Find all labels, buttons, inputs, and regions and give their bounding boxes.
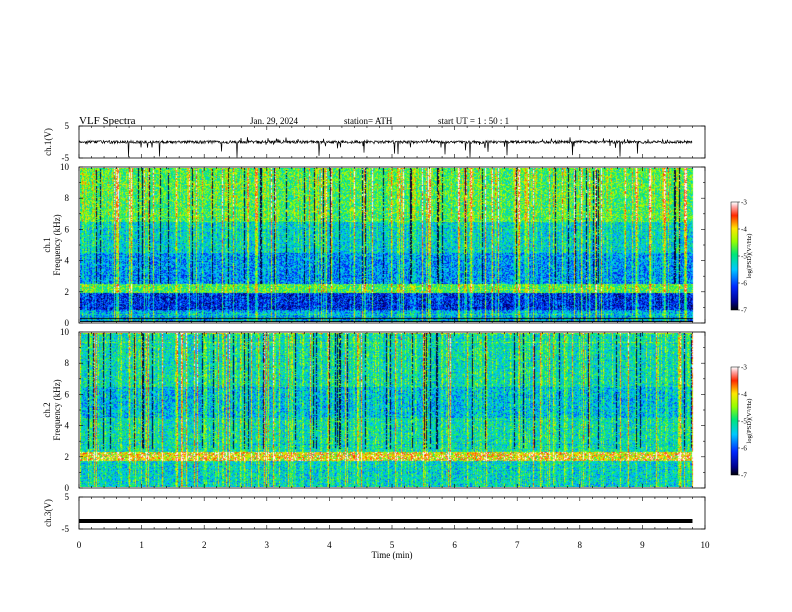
ch3-waveform-ytick-label: -5 [62,524,70,534]
x-tick-label: 8 [578,540,583,550]
ch2-spectrogram-ytick-label: 4 [65,421,70,431]
colorbar-tick-label: -5 [741,253,747,261]
ch2-spectrogram-canvas [80,333,704,487]
ch3-waveform-ytick-label: 5 [65,492,70,502]
figure-date: Jan. 29, 2024 [250,116,298,126]
ch1-waveform-ytick-label: 5 [65,121,70,131]
ch1-spectrogram-ytick-label: 0 [65,318,70,328]
ch1-waveform-ylabel: ch.1(V) [43,128,53,156]
panel-ch3-waveform: 5 -5 ch.3(V) [43,492,706,534]
colorbar-axis-ch1: -3 -4 -5 -6 -7 log(PSD)(V²/Hz) [730,199,753,315]
ch1-spectrogram-ytick-label: 4 [65,256,70,266]
ch2-spectrogram-ytick-label: 6 [65,389,70,399]
colorbar-tick-label: -5 [741,418,747,426]
ch1-spectrogram-ytick-label: 6 [65,224,70,234]
ch2-spectrogram-channel-label: ch.2 [42,402,52,417]
ch2-spectrogram-ytick-label: 10 [60,327,70,337]
ch2-spectrogram-ytick-label: 2 [65,452,70,462]
x-axis: 0 1 2 3 4 5 6 7 8 9 10 Time (min) [77,540,710,560]
colorbar-tick-label: -6 [741,280,747,288]
ch2-spectrogram-ytick-label: 8 [65,358,70,368]
colorbar-tick-label: -4 [741,391,747,399]
ch2-colorbar [731,367,738,475]
x-tick-label: 1 [139,540,144,550]
ch1-spectrogram-ylabel: Frequency (kHz) [52,214,62,275]
colorbar-tick-label: -7 [741,472,747,480]
ch1-waveform-line [78,137,693,158]
x-tick-label: 3 [265,540,270,550]
colorbar-tick-label: -3 [741,364,747,372]
ch1-spectrogram-frame [78,166,706,324]
figure-start-ut: start UT = 1 : 50 : 1 [438,116,509,126]
ch1-waveform-ytick-label: -5 [62,153,70,163]
ch1-spectrogram-channel-label: ch.1 [42,237,52,252]
x-axis-label: Time (min) [372,550,413,560]
x-tick-label: 4 [327,540,332,550]
colorbar-tick-label: -7 [741,307,747,315]
figure-title: VLF Spectra [79,115,136,127]
ch2-spectrogram-frame [78,331,706,489]
ch1-colorbar [731,202,738,310]
ch3-waveform-frame [78,496,706,530]
x-tick-label: 0 [77,540,82,550]
figure-station: station= ATH [344,116,393,126]
x-tick-label: 10 [701,540,711,550]
ch2-spectrogram-ylabel: Frequency (kHz) [52,379,62,440]
ch3-waveform-ylabel: ch.3(V) [43,499,53,527]
colorbar-tick-label: -3 [741,199,747,207]
panel-ch2-spectrogram: 0 2 4 6 8 10 ch.2 Frequency (kHz) [42,327,706,493]
panel-ch1-spectrogram: 0 2 4 6 8 10 ch.1 Frequency (kHz) [42,162,706,328]
x-tick-label: 5 [390,540,395,550]
ch1-spectrogram-canvas [80,168,704,322]
panel-ch1-waveform: 5 -5 ch.1(V) [43,121,706,163]
x-tick-label: 2 [202,540,207,550]
colorbar-label: log(PSD)(V²/Hz) [746,399,753,444]
x-tick-label: 6 [452,540,457,550]
colorbar-frame [730,201,739,311]
colorbar-tick-label: -6 [741,445,747,453]
colorbar-tick-label: -4 [741,226,747,234]
colorbar-axis-ch2: -3 -4 -5 -6 -7 log(PSD)(V²/Hz) [730,364,753,480]
colorbar-label: log(PSD)(V²/Hz) [746,234,753,279]
x-tick-label: 9 [640,540,645,550]
x-tick-label: 7 [515,540,520,550]
ch1-spectrogram-ytick-label: 10 [60,162,70,172]
ch2-spectrogram-ytick-label: 0 [65,483,70,493]
colorbar-frame [730,366,739,476]
ch1-spectrogram-ytick-label: 8 [65,193,70,203]
ch1-spectrogram-ytick-label: 2 [65,287,70,297]
